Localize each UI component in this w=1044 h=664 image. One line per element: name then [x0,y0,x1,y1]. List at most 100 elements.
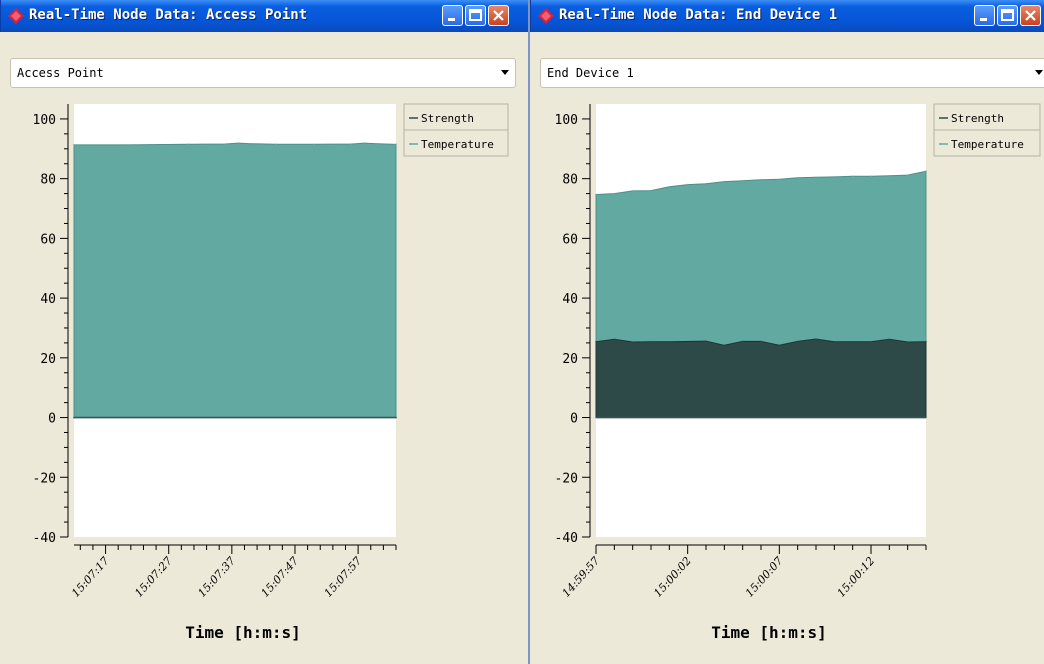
data-point [796,177,799,179]
legend: Strength Temperature [933,103,1041,157]
data-point [250,142,252,145]
data-point [888,338,891,341]
data-point [686,183,689,186]
data-point [351,143,353,145]
x-tick-label: 15:00:07 [743,554,786,599]
data-point [906,174,909,176]
data-point [760,340,762,343]
data-point [741,179,744,182]
maximize-button[interactable] [997,5,1018,26]
node-data-window-end-device-1: Real-Time Node Data: End Device 1 End De… [530,0,1044,664]
y-tick-label: -20 [555,471,578,486]
legend-entry-temperature: Temperature [421,138,494,151]
data-point [888,174,891,177]
x-axis: 14:59:57 15:00:02 15:00:07 15:00:12 [560,544,927,600]
x-axis-title: Time [h:m:s] [185,623,301,642]
close-button[interactable] [488,5,509,26]
y-tick-label: 80 [40,173,56,188]
node-selector[interactable]: End Device 1 [540,58,1044,88]
legend: Strength Temperature [403,103,509,157]
data-point [237,142,239,144]
data-point [631,341,634,343]
maximize-icon [469,9,482,21]
data-point [778,178,781,181]
x-axis-title: Time [h:m:s] [711,623,827,642]
maximize-button[interactable] [465,5,486,26]
data-point [741,340,744,343]
window-title: Real-Time Node Data: End Device 1 [559,7,838,23]
node-icon [538,8,554,24]
maximize-icon [1001,9,1014,21]
node-data-window-access-point: Real-Time Node Data: Access Point Access… [0,0,528,642]
chevron-down-icon[interactable] [501,70,509,75]
series-temperature [73,142,397,419]
chevron-down-icon[interactable] [1035,70,1043,75]
minimize-button[interactable] [974,5,995,26]
data-point [705,340,707,342]
y-tick-label: 40 [562,292,578,307]
y-axis: -40 -20 0 20 40 60 80 100 [555,104,591,546]
data-point [815,176,817,178]
minimize-icon [980,18,987,21]
legend-entry-temperature: Temperature [951,138,1024,151]
title-bar[interactable]: Real-Time Node Data: Access Point [0,0,528,32]
data-point [186,143,189,146]
data-point [906,341,909,343]
x-tick-label: 15:00:02 [651,554,694,599]
minimize-button[interactable] [442,5,463,26]
x-tick-label: 15:07:47 [258,554,301,599]
node-icon [8,8,24,24]
data-point [833,340,836,343]
y-tick-label: 20 [562,352,578,367]
x-tick-label: 15:07:17 [69,554,112,599]
x-tick-label: 15:07:37 [195,554,238,599]
window-title: Real-Time Node Data: Access Point [29,7,308,23]
y-tick-label: 20 [40,352,56,367]
data-point [778,344,781,347]
node-selector[interactable]: Access Point [10,58,516,88]
data-point [815,338,817,340]
data-point [796,340,799,343]
data-point [123,144,126,146]
close-icon [1025,10,1036,21]
data-point [224,143,227,145]
node-selector-value: End Device 1 [547,66,634,80]
y-tick-label: 40 [40,292,56,307]
data-point [925,170,927,172]
y-tick-label: -40 [33,531,56,546]
series-area-temperature [73,142,397,419]
close-button[interactable] [1020,5,1041,26]
data-point [760,179,762,181]
x-axis: 15:07:17 15:07:27 15:07:37 15:07:47 15:07:57 [69,544,397,600]
title-bar[interactable]: Real-Time Node Data: End Device 1 [530,0,1044,32]
data-point [650,340,652,343]
window-separator [528,0,530,664]
data-point [650,189,652,192]
data-point [851,340,854,343]
x-tick-label: 15:00:12 [835,554,878,599]
close-icon [493,10,504,21]
y-tick-label: 60 [562,232,578,247]
data-point [73,144,75,146]
data-point [313,143,315,146]
data-point [668,340,671,343]
y-tick-label: 0 [48,412,56,427]
legend-entry-strength: Strength [951,112,1004,125]
y-tick-label: 100 [33,113,56,128]
data-point [595,193,597,196]
data-point [395,143,397,146]
y-tick-label: 60 [40,232,56,247]
data-point [851,175,854,178]
y-tick-label: -40 [555,531,578,546]
y-axis: -40 -20 0 20 40 60 80 100 [33,104,69,546]
data-point [363,142,366,144]
node-data-chart: -40 -20 0 20 40 60 80 100 14:59:57 15:00:02 15:00:… [555,103,1041,642]
series-strength [595,338,927,419]
data-point [833,176,836,178]
series-area-strength [595,338,927,419]
data-point [275,143,277,146]
data-point [870,175,872,178]
x-tick-label: 15:07:57 [322,554,365,599]
data-point [723,344,726,347]
